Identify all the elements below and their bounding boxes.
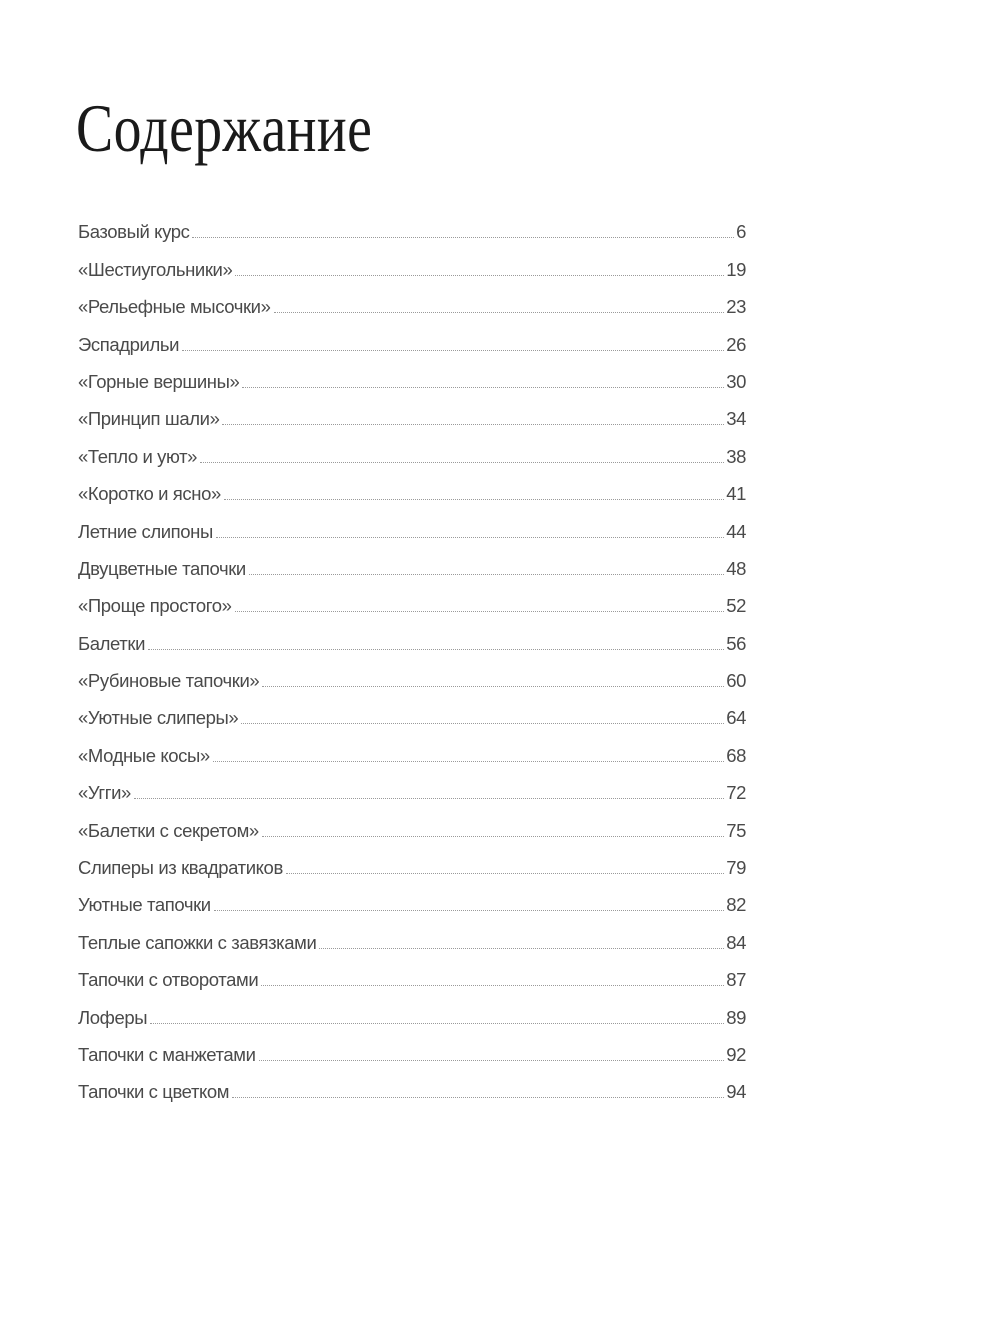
toc-entry-label: «Модные косы» [78, 744, 210, 766]
toc-entry-page: 72 [726, 782, 746, 804]
dot-leader [215, 536, 725, 538]
toc-entry-label: Эспадрильи [78, 333, 180, 355]
toc-entry[interactable]: Тапочки с манжетами 92 [78, 1029, 746, 1066]
toc-entry-label: «Шестиугольники» [78, 258, 233, 280]
toc-entry[interactable]: Слиперы из квадратиков 79 [78, 842, 746, 879]
toc-entry-page: 34 [726, 408, 746, 430]
toc-entry-label: «Балетки с секретом» [78, 819, 259, 841]
toc-entry[interactable]: Эспадрильи 26 [78, 318, 746, 355]
dot-leader [200, 461, 725, 463]
dot-leader [319, 947, 725, 949]
toc-entry-label: «Принцип шали» [78, 408, 220, 430]
dot-leader [262, 686, 725, 688]
toc-entry-label: Базовый курс [78, 221, 190, 243]
toc-entry[interactable]: Уютные тапочки 82 [78, 879, 746, 916]
toc-entry-page: 56 [726, 632, 746, 654]
toc-entry-page: 89 [726, 1006, 746, 1028]
toc-entry[interactable]: «Угги» 72 [78, 767, 746, 804]
toc-entry[interactable]: Балетки 56 [78, 617, 746, 654]
toc-entry-page: 64 [726, 707, 746, 729]
toc-entry-page: 75 [726, 819, 746, 841]
dot-leader [192, 237, 735, 239]
dot-leader [248, 573, 725, 575]
dot-leader [261, 985, 725, 987]
toc-entry[interactable]: Базовый курс 6 [78, 206, 746, 243]
toc-entry-page: 94 [726, 1081, 746, 1103]
toc-entry-label: Тапочки с отворотами [78, 969, 259, 991]
toc-entry-label: Слиперы из квадратиков [78, 857, 283, 879]
toc-entry-page: 30 [726, 370, 746, 392]
toc-entry-page: 84 [726, 931, 746, 953]
toc-entry-page: 82 [726, 894, 746, 916]
toc-entry-page: 92 [726, 1043, 746, 1065]
dot-leader [242, 386, 725, 388]
dot-leader [234, 611, 725, 613]
toc-entry-label: «Тепло и уют» [78, 445, 198, 467]
dot-leader [261, 835, 725, 837]
toc-entry[interactable]: Тапочки с цветком 94 [78, 1066, 746, 1103]
toc-entry[interactable]: «Модные косы» 68 [78, 729, 746, 766]
toc-entry[interactable]: «Балетки с секретом» 75 [78, 804, 746, 841]
toc-entry-page: 41 [726, 483, 746, 505]
dot-leader [273, 312, 725, 314]
toc-entry-label: «Коротко и ясно» [78, 483, 221, 505]
toc-entry[interactable]: «Рубиновые тапочки» 60 [78, 655, 746, 692]
toc-entry-page: 26 [726, 333, 746, 355]
toc-entry-page: 68 [726, 744, 746, 766]
toc-entry-label: «Угги» [78, 782, 131, 804]
toc-entry-page: 23 [726, 296, 746, 318]
table-of-contents: Базовый курс 6 «Шестиугольники» 19 «Рельефны… [78, 206, 746, 1103]
dot-leader [212, 760, 725, 762]
toc-entry[interactable]: «Шестиугольники» 19 [78, 243, 746, 280]
dot-leader [235, 274, 725, 276]
toc-entry[interactable]: Лоферы 89 [78, 991, 746, 1028]
toc-entry[interactable]: «Принцип шали» 34 [78, 393, 746, 430]
toc-entry-label: Тапочки с цветком [78, 1081, 230, 1103]
toc-entry-page: 60 [726, 670, 746, 692]
dot-leader [241, 723, 725, 725]
toc-entry-page: 48 [726, 557, 746, 579]
toc-entry-label: Лоферы [78, 1006, 148, 1028]
toc-entry-label: Летние слипоны [78, 520, 213, 542]
toc-entry[interactable]: «Коротко и ясно» 41 [78, 468, 746, 505]
dot-leader [258, 1059, 725, 1061]
dot-leader [133, 798, 725, 800]
toc-entry-label: «Проще простого» [78, 595, 232, 617]
toc-entry[interactable]: «Горные вершины» 30 [78, 356, 746, 393]
toc-entry-label: Балетки [78, 632, 145, 654]
toc-entry-page: 87 [726, 969, 746, 991]
toc-entry-page: 38 [726, 445, 746, 467]
dot-leader [182, 349, 725, 351]
toc-entry[interactable]: Тапочки с отворотами 87 [78, 954, 746, 991]
page-title: Содержание [76, 90, 373, 166]
toc-entry[interactable]: «Рельефные мысочки» 23 [78, 281, 746, 318]
toc-entry[interactable]: Теплые сапожки с завязками 84 [78, 916, 746, 953]
toc-entry-label: «Горные вершины» [78, 370, 240, 392]
toc-entry-label: Двуцветные тапочки [78, 557, 246, 579]
toc-entry-label: Теплые сапожки с завязками [78, 931, 317, 953]
toc-entry[interactable]: «Уютные слиперы» 64 [78, 692, 746, 729]
dot-leader [285, 873, 725, 875]
toc-entry-page: 19 [726, 258, 746, 280]
toc-entry[interactable]: Летние слипоны 44 [78, 505, 746, 542]
toc-entry-page: 6 [736, 221, 746, 243]
toc-entry-label: «Рубиновые тапочки» [78, 670, 260, 692]
dot-leader [213, 910, 725, 912]
toc-entry-page: 52 [726, 595, 746, 617]
toc-entry[interactable]: «Тепло и уют» 38 [78, 430, 746, 467]
dot-leader [150, 1022, 725, 1024]
toc-entry-page: 79 [726, 857, 746, 879]
toc-entry-label: Тапочки с манжетами [78, 1043, 256, 1065]
toc-entry[interactable]: «Проще простого» 52 [78, 580, 746, 617]
toc-entry-label: Уютные тапочки [78, 894, 211, 916]
dot-leader [222, 424, 725, 426]
toc-entry[interactable]: Двуцветные тапочки 48 [78, 543, 746, 580]
dot-leader [232, 1097, 725, 1099]
dot-leader [223, 499, 725, 501]
toc-entry-label: «Уютные слиперы» [78, 707, 239, 729]
toc-entry-label: «Рельефные мысочки» [78, 296, 271, 318]
dot-leader [148, 648, 725, 650]
toc-entry-page: 44 [726, 520, 746, 542]
